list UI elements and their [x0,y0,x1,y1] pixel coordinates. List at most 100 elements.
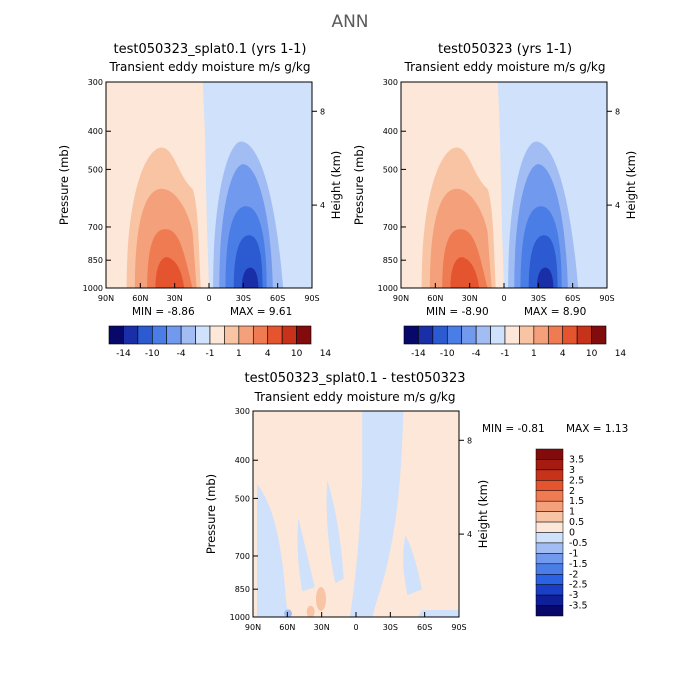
panel3-xtick-label: 30S [383,623,398,632]
panel1-colorbar-label: 14 [320,349,332,359]
panel3-xtick-label: 90S [451,623,466,632]
panel3-colorbar-swatch [535,490,564,502]
panel3-field [253,411,459,617]
panel2-xtick-label: 90S [599,294,614,303]
panel2-colorbar-swatch [475,325,491,345]
panel3-colorbar-swatch [535,542,564,554]
panel2-ylabel: Pressure (mb) [352,145,366,225]
panel2-min-label: MIN = -8.90 [426,306,489,318]
panel1-ytick-label: 700 [88,223,103,232]
panel1-ytick-label: 500 [88,165,103,174]
panel1-colorbar-swatch [108,325,124,345]
panel3-colorbar-swatch [535,584,564,596]
panel2-colorbar-swatch [562,325,578,345]
panel3-negative-blob-1 [284,609,293,617]
panel1-colorbar-swatch [137,325,153,345]
panel3-subtitle: Transient eddy moisture m/s g/kg [254,390,456,404]
panel3-xtick-label: 60N [279,623,295,632]
panel2-y2tick-label: 8 [615,107,620,116]
panel3-colorbar-label: -1 [569,548,578,559]
panel3-ytick-label: 1000 [230,613,250,622]
panel1-colorbar-swatch [123,325,139,345]
panel3-ytick-label: 500 [235,494,250,503]
panel3-colorbar-swatch [535,448,564,460]
panel2-colorbar-swatch [403,325,419,345]
panel1-xtick-label: 0 [206,294,211,303]
panel2-xtick-label: 60N [427,294,443,303]
panel2-colorbar-label: 4 [560,349,566,359]
panel3-ylabel: Pressure (mb) [204,474,218,554]
panel1-xtick-label: 60S [270,294,285,303]
panel2-ytick-label: 300 [383,78,398,87]
panel3-colorbar-label: -1.5 [569,559,588,570]
panel1-xtick-label: 90N [98,294,114,303]
panel1-colorbar-label: -1 [206,349,215,359]
panel1-colorbar-swatch [180,325,196,345]
panel1-colorbar-swatch [209,325,225,345]
panel3-colorbar-label: -3.5 [569,601,588,612]
panel2-positive-contour-4 [450,257,480,288]
panel1-colorbar-label: -10 [145,349,160,359]
panel3-colorbar-swatch [535,532,564,544]
panel3-colorbar-label: 0.5 [569,517,584,528]
panel2-xtick-label: 60S [565,294,580,303]
panel3-negative-contour-6 [417,610,459,617]
panel2-colorbar-label: -14 [411,349,426,359]
panel2-colorbar-swatch [446,325,463,345]
panel2-colorbar-swatch [533,325,549,345]
panel2-ytick-label: 500 [383,165,398,174]
panel1-max-label: MAX = 9.61 [230,306,293,318]
panel1-colorbar-swatch [296,325,312,345]
panel1-y2tick-label: 4 [320,201,325,210]
panel3-xtick-label: 60S [417,623,432,632]
panel1-title: test050323_splat0.1 (yrs 1-1) [113,42,307,57]
panel3-colorbar-swatch [535,563,564,575]
panel3-colorbar-swatch [535,469,564,481]
panel3-colorbar-swatch [535,521,564,533]
panel2-field [401,82,607,288]
panel3-max-label: MAX = 1.13 [566,423,629,435]
panel1-y2tick-label: 8 [320,107,325,116]
panel2-colorbar-swatch [418,325,434,345]
panel3-colorbar-swatch [535,574,564,585]
panel3-colorbar-swatch [535,500,564,512]
panel1-ytick-label: 400 [88,127,103,136]
panel3-title: test050323_splat0.1 - test050323 [244,371,466,386]
panel3-ytick-label: 300 [235,407,250,416]
panel1-colorbar-swatch [166,325,182,345]
panel3-negative-contour-1 [349,411,404,617]
panel2-xtick-label: 90N [393,294,409,303]
panel2-colorbar-label: 10 [586,349,598,359]
panel3-xtick-label: 0 [353,623,358,632]
panel1-colorbar-swatch [224,325,240,345]
panel1-negative-contour-5 [241,267,259,288]
panel3-ytick-label: 400 [235,456,250,465]
panel3-negative-contour-4 [326,480,344,584]
panel2-colorbar-swatch [432,325,448,345]
figure-title: ANN [331,12,369,32]
panel3-colorbar-swatch [535,553,564,565]
panel3-colorbar-label: 2 [569,486,575,497]
panel3-colorbar-label: 0 [569,528,575,539]
panel2-ylabel-right: Height (km) [624,151,638,220]
panel2-ytick-label: 700 [383,223,398,232]
panel2-colorbar-label: -4 [472,349,481,359]
panel1-min-label: MIN = -8.86 [132,306,195,318]
panel1-xtick-label: 60N [132,294,148,303]
panel1-colorbar-label: 10 [291,349,303,359]
panel3-ytick-label: 850 [235,585,250,594]
panel1-xtick-label: 30N [167,294,183,303]
panel3-colorbar-label: 1 [569,507,575,518]
panel3-xtick-label: 30N [314,623,330,632]
panel3-colorbar-label: 2.5 [569,475,584,486]
panel3-colorbar-label: 1.5 [569,496,584,507]
panel1-colorbar-swatch [151,325,168,345]
panel1-xtick-label: 30S [236,294,251,303]
panel2-y2tick-label: 4 [615,201,620,210]
panel3-xtick-label: 90N [245,623,261,632]
panel1-colorbar-swatch [195,325,211,345]
panel2-colorbar-label: -1 [501,349,510,359]
panel3-positive-blob-1 [315,586,326,611]
panel1-colorbar-label: -4 [177,349,186,359]
